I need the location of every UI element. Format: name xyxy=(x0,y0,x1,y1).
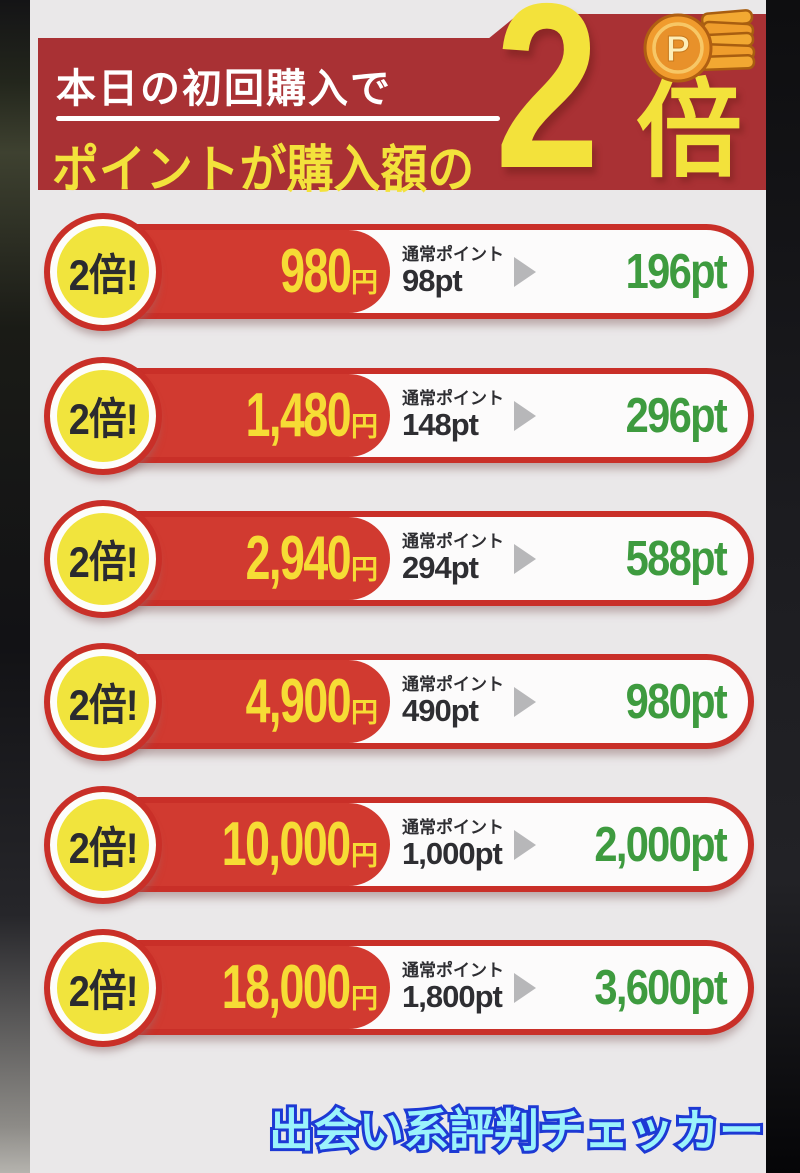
currency-label: 円 xyxy=(351,412,378,442)
normal-points-label: 通常ポイント xyxy=(402,388,504,408)
doubled-points-value: 980pt xyxy=(625,674,728,729)
normal-points-block: 通常ポイント 1,000pt xyxy=(402,817,504,871)
arrow-right-icon xyxy=(514,543,536,574)
currency-label: 円 xyxy=(351,984,378,1014)
normal-points-label: 通常ポイント xyxy=(402,817,504,837)
normal-points-value: 98pt xyxy=(402,262,463,298)
price-amount: 1,480 xyxy=(245,381,351,450)
points-section: 通常ポイント 1,000pt 2,000pt xyxy=(390,803,748,886)
currency-label: 円 xyxy=(351,698,378,728)
doubled-points-value: 296pt xyxy=(625,388,728,443)
double-badge-label: 2倍! xyxy=(68,968,139,1016)
normal-points-value: 148pt xyxy=(402,406,479,442)
points-section: 通常ポイント 98pt 196pt xyxy=(390,230,748,313)
tier-pill[interactable]: 4,900 円 通常ポイント 490pt 980pt xyxy=(56,654,754,749)
site-watermark: 出会い系評判チェッカー xyxy=(266,1102,767,1159)
double-badge-label: 2倍! xyxy=(68,252,139,300)
points-section: 通常ポイント 1,800pt 3,600pt xyxy=(390,946,748,1029)
double-badge: 2倍! xyxy=(44,929,162,1047)
double-badge-label: 2倍! xyxy=(68,825,139,873)
svg-text:P: P xyxy=(666,28,690,69)
price-tier-row[interactable]: 10,000 円 通常ポイント 1,000pt 2,000pt 2倍! xyxy=(0,786,800,904)
price-tier-row[interactable]: 980 円 通常ポイント 98pt 196pt 2倍! xyxy=(0,213,800,331)
normal-points-block: 通常ポイント 98pt xyxy=(402,244,504,298)
normal-points-label: 通常ポイント xyxy=(402,674,504,694)
bezel-right xyxy=(766,0,800,1173)
points-section: 通常ポイント 490pt 980pt xyxy=(390,660,748,743)
double-badge: 2倍! xyxy=(44,213,162,331)
price-amount: 10,000 xyxy=(222,810,351,879)
price-tier-row[interactable]: 2,940 円 通常ポイント 294pt 588pt 2倍! xyxy=(0,500,800,618)
price-amount: 980 xyxy=(279,237,352,306)
double-badge-label: 2倍! xyxy=(68,396,139,444)
normal-points-value: 1,800pt xyxy=(402,978,503,1014)
currency-label: 円 xyxy=(351,841,378,871)
currency-label: 円 xyxy=(351,268,378,298)
arrow-right-icon xyxy=(514,829,536,860)
bezel-left xyxy=(0,0,30,1173)
arrow-right-icon xyxy=(514,686,536,717)
double-badge: 2倍! xyxy=(44,500,162,618)
normal-points-value: 490pt xyxy=(402,692,479,728)
doubled-points-value: 2,000pt xyxy=(594,817,727,872)
currency-label: 円 xyxy=(351,555,378,585)
price-tier-row[interactable]: 1,480 円 通常ポイント 148pt 296pt 2倍! xyxy=(0,357,800,475)
normal-points-value: 294pt xyxy=(402,549,479,585)
normal-points-value: 1,000pt xyxy=(402,835,503,871)
doubled-points-value: 196pt xyxy=(625,244,728,299)
double-badge-label: 2倍! xyxy=(68,539,139,587)
double-badge: 2倍! xyxy=(44,357,162,475)
normal-points-block: 通常ポイント 294pt xyxy=(402,531,504,585)
normal-points-block: 通常ポイント 148pt xyxy=(402,388,504,442)
doubled-points-value: 588pt xyxy=(625,531,728,586)
multiplier-unit: 倍 xyxy=(636,72,742,190)
normal-points-block: 通常ポイント 490pt xyxy=(402,674,504,728)
price-tier-row[interactable]: 18,000 円 通常ポイント 1,800pt 3,600pt 2倍! xyxy=(0,929,800,1047)
multiplier-number: 2 xyxy=(495,0,600,217)
promo-title-divider xyxy=(56,116,500,121)
promo-banner xyxy=(38,38,766,190)
point-coin-icon: P xyxy=(643,9,756,83)
price-tier-row[interactable]: 4,900 円 通常ポイント 490pt 980pt 2倍! xyxy=(0,643,800,761)
doubled-points-value: 3,600pt xyxy=(594,960,727,1015)
points-section: 通常ポイント 148pt 296pt xyxy=(390,374,748,457)
promo-title-line1: 本日の初回購入で xyxy=(56,67,392,111)
normal-points-block: 通常ポイント 1,800pt xyxy=(402,960,504,1014)
price-amount: 2,940 xyxy=(245,524,351,593)
double-badge: 2倍! xyxy=(44,786,162,904)
normal-points-label: 通常ポイント xyxy=(402,960,504,980)
price-amount: 18,000 xyxy=(222,953,351,1022)
arrow-right-icon xyxy=(514,972,536,1003)
double-badge-label: 2倍! xyxy=(68,682,139,730)
arrow-right-icon xyxy=(514,256,536,287)
normal-points-label: 通常ポイント xyxy=(402,244,504,264)
promo-title-line2: ポイントが購入額の xyxy=(52,141,475,198)
double-badge: 2倍! xyxy=(44,643,162,761)
arrow-right-icon xyxy=(514,400,536,431)
tier-pill[interactable]: 10,000 円 通常ポイント 1,000pt 2,000pt xyxy=(56,797,754,892)
price-amount: 4,900 xyxy=(245,667,351,736)
normal-points-label: 通常ポイント xyxy=(402,531,504,551)
points-section: 通常ポイント 294pt 588pt xyxy=(390,517,748,600)
